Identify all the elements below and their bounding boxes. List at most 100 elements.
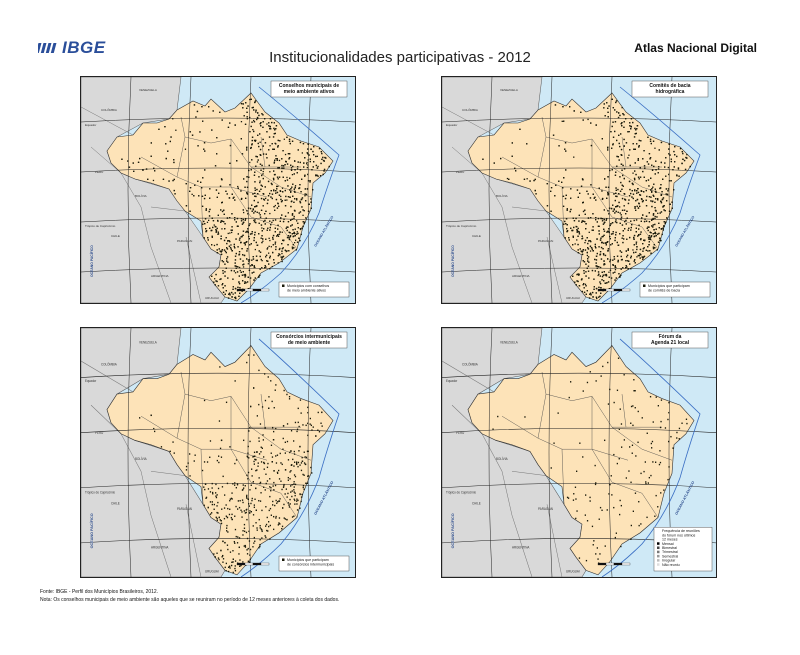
- municipality-point: [633, 236, 635, 239]
- municipality-point: [253, 109, 255, 111]
- municipality-point: [306, 166, 309, 169]
- municipality-point: [610, 475, 612, 477]
- municipality-point: [238, 266, 241, 269]
- municipality-point: [246, 455, 248, 458]
- municipality-point: [322, 156, 324, 159]
- municipality-point: [588, 231, 590, 233]
- state-border: [260, 136, 266, 168]
- municipality-point: [622, 164, 624, 167]
- municipality-point: [564, 197, 567, 200]
- municipality-point: [247, 231, 249, 234]
- municipality-point: [635, 227, 637, 229]
- municipality-point: [593, 286, 595, 288]
- municipality-point: [246, 361, 248, 364]
- municipality-point: [608, 271, 610, 273]
- municipality-point: [616, 165, 618, 167]
- municipality-point: [646, 516, 648, 519]
- municipality-point: [304, 188, 306, 190]
- municipality-point: [269, 257, 271, 259]
- municipality-point: [615, 189, 617, 191]
- municipality-point: [270, 486, 272, 489]
- municipality-point: [577, 273, 579, 275]
- municipality-point: [634, 390, 636, 392]
- municipality-point: [623, 238, 625, 240]
- municipality-point: [233, 540, 235, 543]
- municipality-point: [227, 531, 229, 533]
- municipality-point: [639, 176, 642, 178]
- municipality-point: [217, 557, 220, 559]
- municipality-point: [243, 523, 246, 526]
- municipality-point: [585, 494, 587, 496]
- municipality-point: [231, 513, 233, 516]
- municipality-point: [615, 210, 617, 213]
- municipality-point: [230, 244, 232, 246]
- municipality-point: [643, 239, 645, 241]
- municipality-point: [604, 254, 607, 257]
- graticule-line: [81, 117, 355, 123]
- municipality-point: [234, 560, 237, 562]
- municipality-point: [602, 248, 604, 250]
- municipality-point: [302, 473, 304, 476]
- municipality-point: [300, 191, 302, 193]
- municipality-point: [229, 551, 232, 553]
- municipality-point: [244, 273, 246, 276]
- municipality-point: [619, 212, 621, 214]
- label-bolivia: BOLÍVIA: [135, 457, 147, 461]
- municipality-point: [655, 160, 657, 162]
- municipality-point: [267, 530, 269, 532]
- municipality-point: [663, 225, 665, 227]
- state-border: [200, 449, 204, 505]
- municipality-point: [268, 521, 270, 523]
- municipality-point: [600, 287, 602, 289]
- municipality-point: [271, 400, 273, 403]
- label-peru: PERU: [95, 170, 103, 174]
- municipality-point: [242, 218, 244, 221]
- legend-swatch: [657, 542, 660, 545]
- municipality-point: [618, 159, 620, 161]
- municipality-point: [275, 190, 277, 192]
- municipality-point: [557, 412, 559, 414]
- municipality-point: [247, 207, 250, 209]
- municipality-point: [225, 251, 227, 254]
- municipality-point: [262, 205, 264, 207]
- municipality-point: [305, 200, 307, 202]
- municipality-point: [224, 566, 226, 569]
- municipality-point: [595, 219, 597, 221]
- municipality-point: [297, 461, 300, 464]
- municipality-point: [634, 259, 636, 261]
- municipality-point: [220, 522, 223, 525]
- municipality-point: [282, 486, 285, 488]
- label-paraguai: PARAGUAI: [177, 507, 192, 511]
- municipality-point: [306, 450, 309, 453]
- municipality-point: [237, 536, 239, 538]
- municipality-point: [234, 265, 236, 267]
- municipality-point: [247, 213, 249, 215]
- municipality-point: [237, 233, 239, 235]
- municipality-point: [638, 203, 640, 205]
- municipality-point: [239, 237, 241, 239]
- municipality-point: [587, 248, 590, 250]
- municipality-point: [637, 410, 639, 413]
- municipality-point: [254, 540, 256, 542]
- municipality-point: [596, 238, 598, 240]
- municipality-point: [640, 140, 642, 142]
- municipality-point: [246, 192, 248, 195]
- municipality-point: [610, 131, 612, 133]
- municipality-point: [660, 399, 663, 401]
- municipality-point: [261, 241, 263, 244]
- municipality-point: [633, 136, 636, 138]
- municipality-point: [249, 510, 251, 512]
- municipality-point: [274, 227, 276, 229]
- municipality-point: [209, 197, 211, 199]
- municipality-point: [152, 179, 155, 182]
- municipality-point: [275, 125, 278, 127]
- municipality-point: [681, 162, 683, 165]
- municipality-point: [616, 389, 619, 392]
- municipality-point: [257, 462, 259, 464]
- municipality-point: [628, 131, 630, 133]
- municipality-point: [309, 181, 311, 183]
- municipality-point: [281, 200, 283, 202]
- municipality-point: [250, 502, 252, 505]
- municipality-point: [602, 197, 604, 200]
- municipality-point: [625, 213, 627, 215]
